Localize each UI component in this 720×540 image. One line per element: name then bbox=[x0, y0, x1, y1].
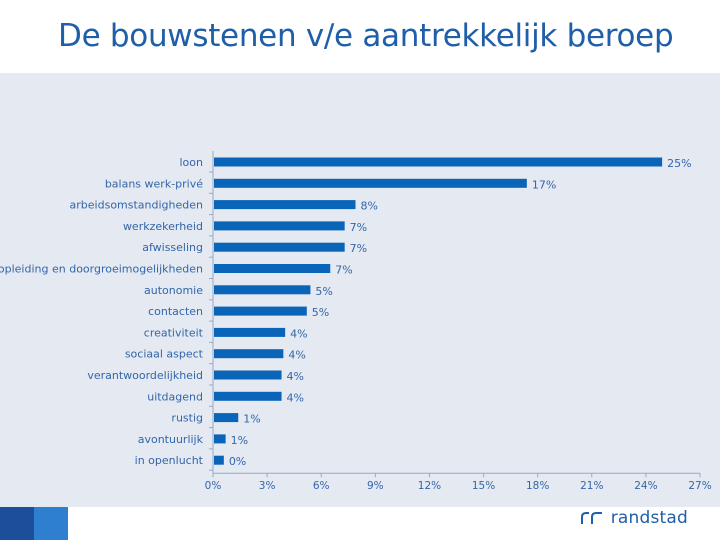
bar bbox=[214, 242, 345, 252]
x-tick-label: 24% bbox=[634, 480, 657, 492]
value-label: 8% bbox=[360, 200, 377, 213]
bar bbox=[214, 285, 311, 295]
bar bbox=[214, 264, 331, 273]
bar bbox=[214, 157, 663, 167]
slide-title: De bouwstenen v/e aantrekkelijk beroep bbox=[58, 18, 674, 54]
bar bbox=[214, 200, 356, 210]
x-tick-label: 9% bbox=[367, 480, 384, 492]
value-label: 1% bbox=[243, 413, 260, 426]
bar bbox=[214, 178, 527, 188]
category-label: autonomie bbox=[144, 284, 203, 297]
x-tick-label: 15% bbox=[472, 480, 495, 492]
bar bbox=[214, 221, 345, 231]
category-label: creativiteit bbox=[144, 326, 204, 339]
value-label: 4% bbox=[287, 370, 304, 383]
category-label: avontuurlijk bbox=[138, 433, 204, 446]
brand-name: randstad bbox=[610, 508, 688, 528]
value-label: 7% bbox=[350, 242, 367, 255]
chart-panel bbox=[0, 73, 720, 507]
category-label: rustig bbox=[171, 412, 203, 425]
value-label: 5% bbox=[315, 285, 332, 298]
category-label: afwisseling bbox=[142, 241, 203, 254]
category-label: loon bbox=[180, 156, 204, 169]
x-tick-label: 3% bbox=[259, 480, 276, 492]
category-label: in openlucht bbox=[135, 454, 204, 467]
bar bbox=[214, 434, 226, 444]
bar bbox=[214, 349, 284, 359]
bar bbox=[214, 391, 282, 401]
bar bbox=[214, 306, 307, 316]
x-tick-label: 0% bbox=[205, 480, 222, 492]
x-tick-label: 27% bbox=[688, 480, 711, 492]
x-tick-label: 21% bbox=[580, 480, 603, 492]
bar bbox=[214, 413, 239, 423]
brand-logo: randstad bbox=[580, 508, 688, 528]
bar bbox=[214, 455, 224, 465]
category-label: verantwoordelijkheid bbox=[87, 369, 203, 382]
corner-block-dark bbox=[0, 507, 34, 540]
value-label: 25% bbox=[667, 157, 691, 170]
bar-chart: 0% 3% 6% 9% 12% 15% 18% 21% 24% 27% loon 25% balans … bbox=[0, 151, 712, 492]
randstad-logo-icon bbox=[580, 512, 602, 524]
value-label: 5% bbox=[312, 306, 329, 319]
category-label: arbeidsomstandigheden bbox=[70, 199, 203, 212]
x-tick-label: 6% bbox=[313, 480, 330, 492]
x-tick-label: 12% bbox=[418, 480, 441, 492]
value-label: 17% bbox=[532, 178, 556, 191]
category-label: balans werk-privé bbox=[105, 177, 203, 190]
category-label: sociaal aspect bbox=[125, 348, 204, 361]
category-label: werkzekerheid bbox=[123, 220, 203, 233]
corner-block-light bbox=[34, 507, 68, 540]
value-label: 0% bbox=[229, 455, 246, 468]
value-label: 7% bbox=[335, 264, 352, 277]
value-label: 7% bbox=[350, 221, 367, 234]
value-label: 4% bbox=[287, 391, 304, 404]
x-tick-label: 18% bbox=[526, 480, 549, 492]
value-label: 4% bbox=[288, 349, 305, 362]
value-label: 1% bbox=[231, 434, 248, 447]
category-label: contacten bbox=[148, 305, 203, 318]
value-label: 4% bbox=[290, 327, 307, 340]
category-label: opleiding en doorgroeimogelijkheden bbox=[0, 263, 203, 276]
bar bbox=[214, 327, 286, 337]
category-label: uitdagend bbox=[147, 390, 203, 403]
bar bbox=[214, 370, 282, 380]
